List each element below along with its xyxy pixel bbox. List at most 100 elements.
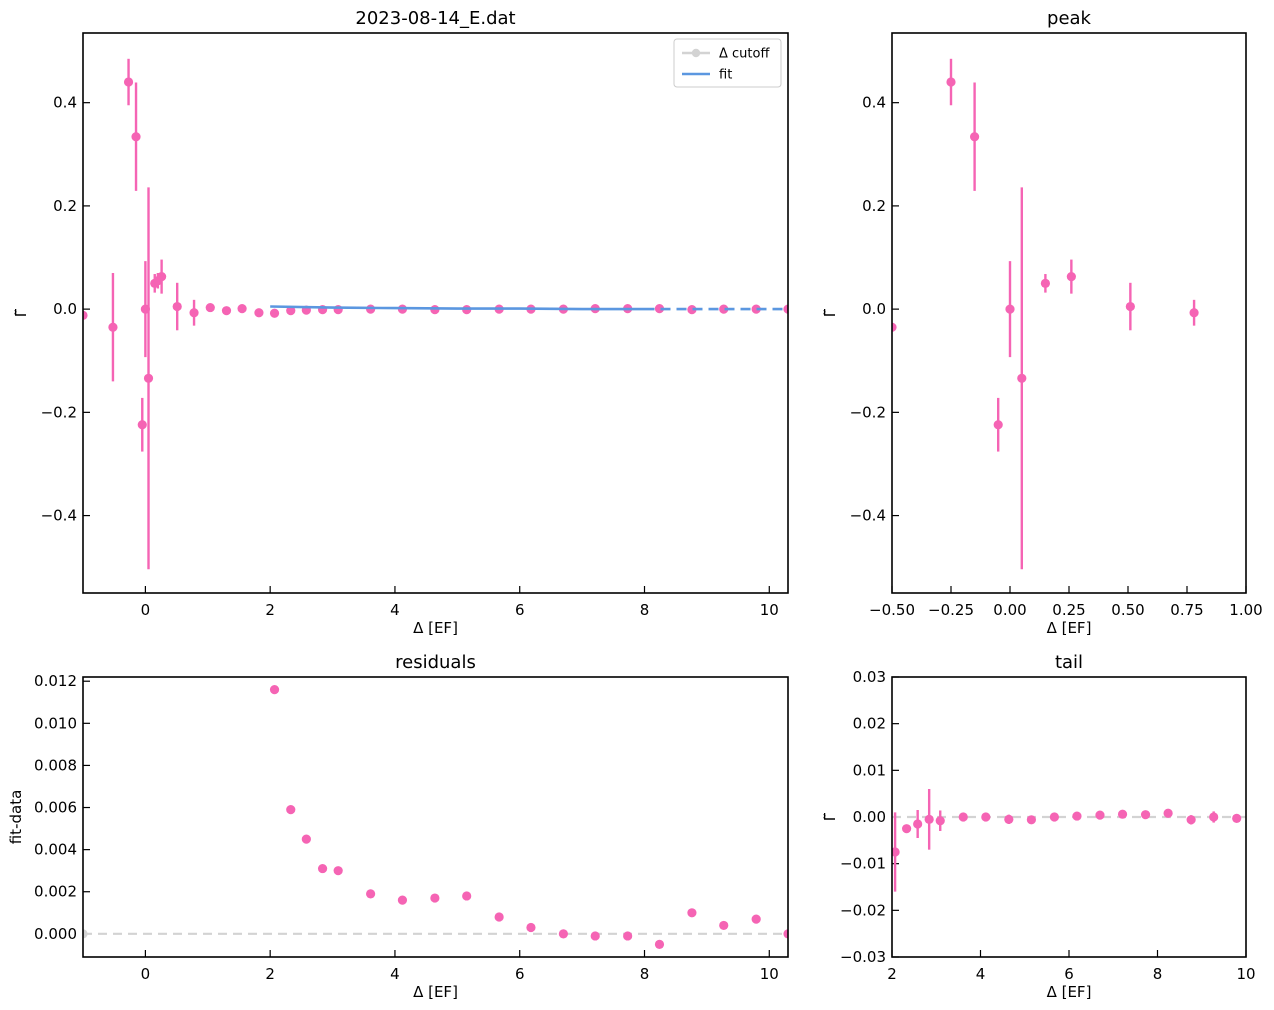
residuals-ytick-label: 0.006 <box>34 799 77 817</box>
main-xtick-label: 2 <box>265 601 275 619</box>
tail-xtick-label: 6 <box>1064 965 1074 983</box>
residuals-ytick-label: 0.010 <box>34 714 77 732</box>
main-data-point <box>221 306 232 316</box>
tail-data-point <box>902 824 912 834</box>
main-ytick-label: 0.2 <box>53 197 77 215</box>
residuals-xtick-label: 8 <box>640 965 650 983</box>
peak-frame <box>891 32 1247 594</box>
peak-xtick-label: 0.25 <box>1052 601 1085 619</box>
peak-panel: peak −0.50 −0.25 0.00 0.25 0.50 0.75 1.00 −0.4 −0… <box>821 8 1263 637</box>
peak-data-point <box>892 322 897 332</box>
residuals-data-point <box>269 685 280 695</box>
peak-data-point <box>1066 272 1076 282</box>
tail-ytick-label: 0.00 <box>853 808 886 826</box>
peak-data-point <box>946 77 956 87</box>
residuals-data-point <box>83 929 88 939</box>
tail-data-point <box>1117 809 1128 819</box>
peak-xtick-label: −0.50 <box>869 601 915 619</box>
tail-xlabel: Δ [EF] <box>1047 983 1092 1001</box>
main-data-point <box>108 322 118 332</box>
main-xtick-label: 4 <box>390 601 400 619</box>
tail-data-point <box>1072 811 1082 821</box>
residuals-ytick-label: 0.002 <box>34 883 77 901</box>
main-xtick-label: 10 <box>760 601 779 619</box>
main-ylabel: Γ̃ <box>12 308 30 317</box>
peak-data-point <box>1017 373 1027 383</box>
residuals-data-point <box>590 931 600 941</box>
tail-data-point <box>1209 812 1219 822</box>
peak-ytick-label: 0.0 <box>862 300 886 318</box>
tail-data-point <box>1049 812 1059 822</box>
residuals-data-point <box>719 920 729 931</box>
peak-data-point <box>1040 278 1050 288</box>
tail-xtick-label: 10 <box>1236 965 1255 983</box>
main-data-point <box>131 132 141 142</box>
tail-data-point <box>913 819 923 829</box>
main-data-point <box>237 304 247 314</box>
residuals-data-point <box>301 834 311 844</box>
peak-data-point <box>1125 301 1135 312</box>
legend-cutoff-marker <box>691 48 701 58</box>
main-ytick-label: 0.4 <box>53 94 77 112</box>
tail-data-point <box>1004 814 1014 824</box>
main-data-point <box>172 301 182 312</box>
main-data-point <box>687 305 697 315</box>
tail-ylabel: Γ̃ <box>821 812 839 821</box>
residuals-data-point <box>366 889 376 899</box>
main-data-point <box>719 304 729 314</box>
main-data-point <box>137 420 147 430</box>
peak-data-point <box>993 420 1003 430</box>
tail-data-point <box>924 814 934 824</box>
residuals-data-point <box>687 908 697 918</box>
residuals-panel: residuals 0 2 4 6 8 10 0.000 0.002 0.004 0.006 0.00… <box>7 652 789 1001</box>
residuals-xtick-label: 6 <box>515 965 525 983</box>
main-panel: 2023-08-14_E.dat 0 2 4 6 8 10 −0.4 −0.2 0.0 0.2 0.4… <box>12 8 789 637</box>
main-data-point <box>123 77 134 87</box>
residuals-xlabel: Δ [EF] <box>413 983 458 1001</box>
residuals-data-point <box>654 939 665 949</box>
residuals-xtick-label: 2 <box>265 965 275 983</box>
tail-frame <box>891 676 1247 958</box>
main-data-point <box>83 310 88 320</box>
main-data-point <box>783 304 788 314</box>
residuals-ylabel: fit-data <box>7 790 25 845</box>
tail-data-point <box>1232 813 1242 824</box>
residuals-data-point <box>558 929 568 939</box>
tail-xtick-label: 2 <box>887 965 897 983</box>
residuals-ytick-label: 0.004 <box>34 841 77 859</box>
tail-ytick-label: 0.01 <box>853 761 886 779</box>
residuals-xtick-label: 10 <box>760 965 779 983</box>
peak-ytick-label: −0.4 <box>850 507 886 525</box>
residuals-data-point <box>317 863 328 874</box>
peak-ytick-label: −0.2 <box>850 403 886 421</box>
peak-data-layer <box>892 58 1199 570</box>
main-xtick-label: 0 <box>141 601 151 619</box>
tail-ytick-label: −0.03 <box>840 948 886 966</box>
peak-xlabel: Δ [EF] <box>1047 619 1092 637</box>
residuals-ytick-label: 0.000 <box>34 925 77 943</box>
residuals-data-point <box>397 895 408 905</box>
peak-data-point <box>1005 304 1015 314</box>
residuals-data-point <box>430 893 440 903</box>
residuals-data-point <box>783 929 788 939</box>
residuals-data-layer <box>83 685 788 949</box>
tail-data-point <box>981 812 991 822</box>
residuals-xtick-label: 0 <box>141 965 151 983</box>
tail-data-point <box>892 847 900 857</box>
main-data-point <box>205 302 215 313</box>
peak-title: peak <box>1047 8 1092 29</box>
main-xtick-label: 8 <box>640 601 650 619</box>
residuals-data-point <box>623 931 633 941</box>
tail-xtick-label: 8 <box>1153 965 1163 983</box>
tail-ytick-label: −0.01 <box>840 855 886 873</box>
residuals-xtick-label: 4 <box>390 965 400 983</box>
main-frame <box>82 32 789 594</box>
tail-ytick-label: 0.02 <box>853 715 886 733</box>
main-data-point <box>269 308 280 318</box>
tail-ytick-label: −0.02 <box>840 901 886 919</box>
main-fit-line <box>270 305 645 311</box>
tail-ytick-label: 0.03 <box>853 668 886 686</box>
residuals-ytick-label: 0.012 <box>34 672 77 690</box>
tail-data-point <box>1095 810 1105 820</box>
